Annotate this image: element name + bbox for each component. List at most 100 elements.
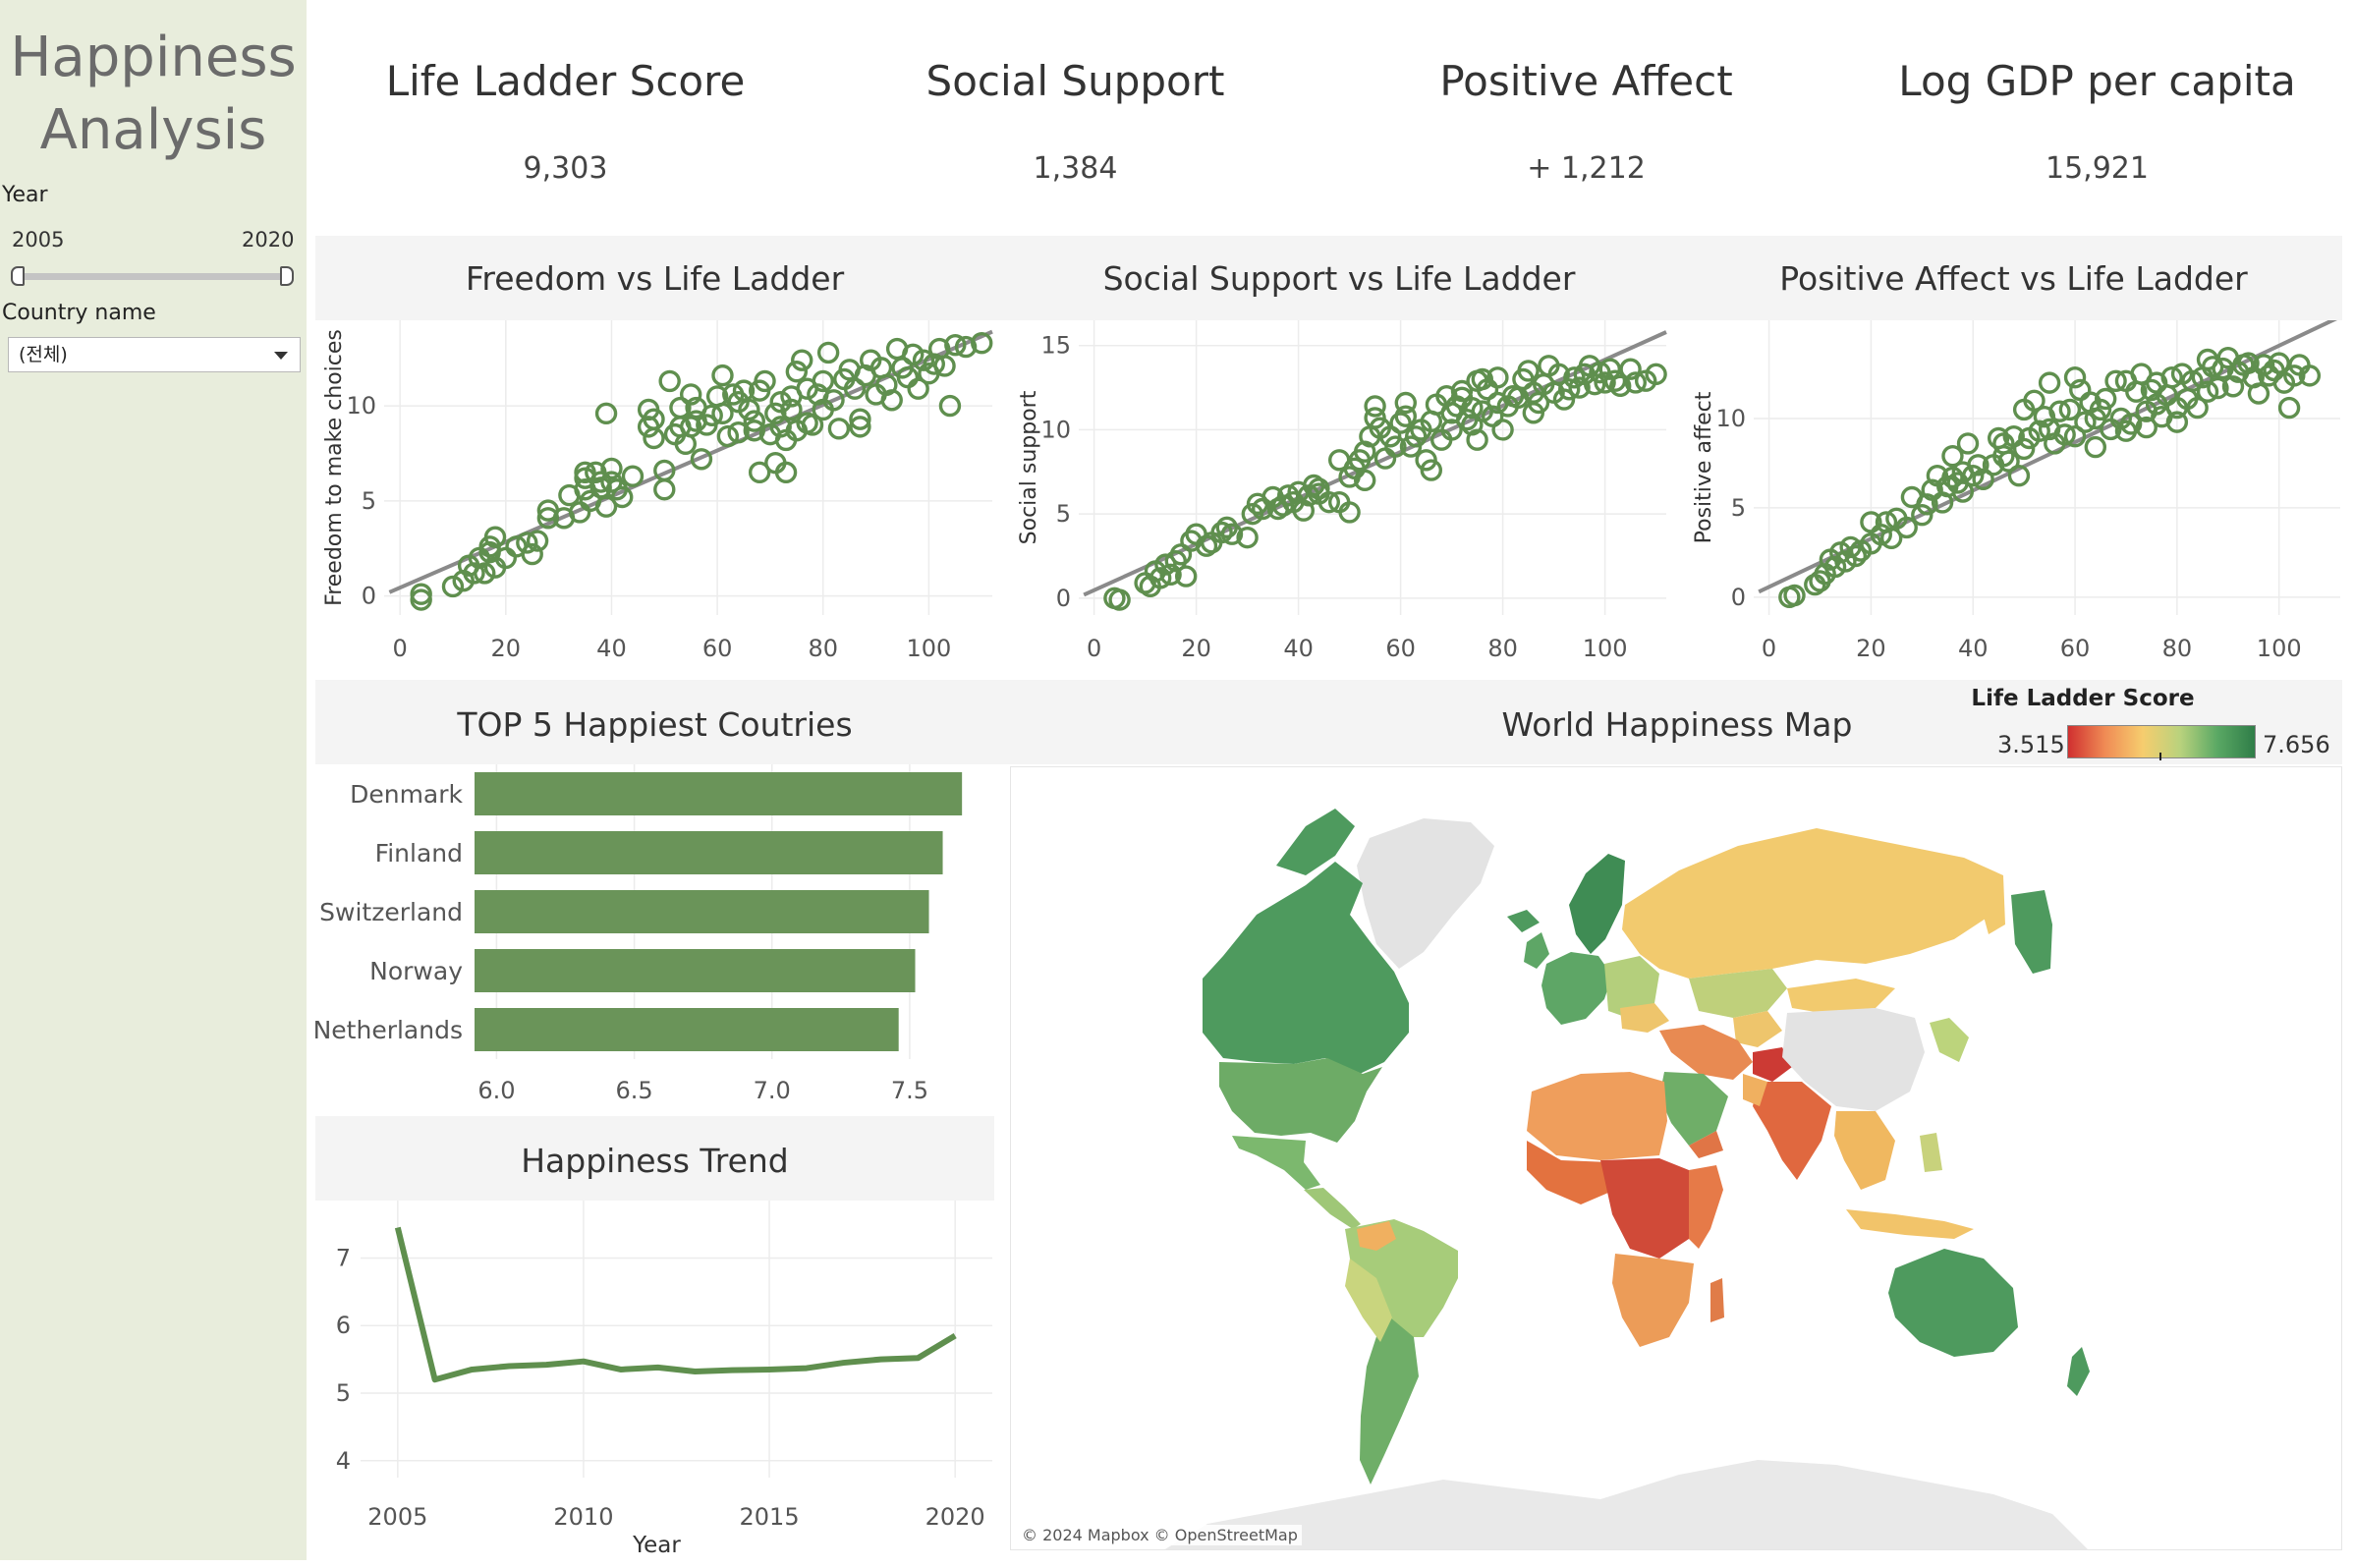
- scatter-point[interactable]: [2181, 369, 2204, 393]
- map-region-philippines[interactable]: [1920, 1133, 1942, 1172]
- map-region-indonesia[interactable]: [1846, 1209, 1974, 1239]
- scatter-point[interactable]: [938, 394, 962, 418]
- bar[interactable]: [475, 772, 963, 815]
- scatter-point[interactable]: [1354, 469, 1376, 492]
- scatter-point[interactable]: [594, 495, 618, 518]
- scatter-point[interactable]: [2277, 396, 2301, 420]
- map-region-new-zealand[interactable]: [2067, 1347, 2090, 1396]
- scatter-point[interactable]: [526, 530, 549, 552]
- map-region-canada-islands[interactable]: [1276, 809, 1355, 875]
- map-region-southern-africa[interactable]: [1612, 1254, 1694, 1347]
- scatter-point[interactable]: [2283, 364, 2306, 387]
- scatter-point[interactable]: [2095, 387, 2117, 411]
- map-region-alaska-east[interactable]: [2011, 890, 2052, 974]
- world-happiness-map[interactable]: [1010, 766, 2342, 1553]
- scatter-point[interactable]: [1317, 490, 1340, 514]
- scatter-point[interactable]: [1992, 444, 2015, 468]
- scatter-point[interactable]: [2089, 398, 2112, 421]
- map-region-arabia[interactable]: [1659, 1072, 1728, 1146]
- scatter-point[interactable]: [483, 526, 507, 548]
- scatter-point[interactable]: [2084, 435, 2107, 459]
- scatter-point[interactable]: [2012, 437, 2036, 461]
- scatter-point[interactable]: [1967, 454, 1990, 476]
- scatter-point[interactable]: [441, 575, 465, 598]
- year-range-slider[interactable]: [17, 273, 292, 280]
- scatter-point[interactable]: [1941, 444, 1964, 468]
- map-region-russia[interactable]: [1622, 828, 2003, 979]
- scatter-point[interactable]: [738, 398, 760, 421]
- chevron-down-icon[interactable]: [274, 352, 288, 360]
- map-region-canada-alaska[interactable]: [1203, 862, 1409, 1074]
- scatter-point[interactable]: [1308, 477, 1330, 500]
- scatter-point[interactable]: [2007, 464, 2031, 487]
- scatter-point[interactable]: [2221, 375, 2245, 398]
- map-region-west-africa[interactable]: [1527, 1141, 1615, 1204]
- scatter-point[interactable]: [849, 416, 871, 438]
- scatter-point[interactable]: [827, 418, 851, 440]
- scatter-point[interactable]: [912, 349, 935, 371]
- scatter-point[interactable]: [621, 465, 645, 487]
- scatter-point[interactable]: [1364, 395, 1386, 418]
- scatter-point[interactable]: [1482, 405, 1504, 427]
- scatter-point[interactable]: [1972, 468, 1994, 491]
- country-select[interactable]: (전체): [8, 337, 301, 372]
- scatter-point[interactable]: [1997, 450, 2020, 473]
- scatter-point[interactable]: [1159, 563, 1182, 587]
- scatter-point[interactable]: [748, 461, 771, 484]
- scatter-point[interactable]: [1568, 376, 1591, 399]
- scatter-point[interactable]: [410, 583, 432, 605]
- scatter-point[interactable]: [971, 332, 993, 355]
- map-region-mongolia[interactable]: [1787, 979, 1895, 1013]
- scatter-point[interactable]: [690, 448, 713, 471]
- scatter-point[interactable]: [2237, 352, 2260, 374]
- scatter-point[interactable]: [1394, 391, 1417, 415]
- scatter-point[interactable]: [1870, 523, 1892, 546]
- scatter-point[interactable]: [594, 402, 618, 425]
- map-region-usa[interactable]: [1219, 1058, 1382, 1143]
- map-region-antarctica[interactable]: [1158, 1460, 2092, 1553]
- scatter-point[interactable]: [2247, 382, 2270, 405]
- scatter-point[interactable]: [1236, 526, 1259, 549]
- scatter-point[interactable]: [1384, 435, 1407, 458]
- scatter-point[interactable]: [679, 416, 702, 438]
- scatter-point[interactable]: [849, 408, 871, 430]
- scatter-point[interactable]: [711, 402, 734, 425]
- map-region-pakistan[interactable]: [1743, 1074, 1767, 1106]
- scatter-point[interactable]: [774, 461, 798, 484]
- scatter-point[interactable]: [1594, 371, 1616, 394]
- map-region-eastern-europe[interactable]: [1604, 956, 1659, 1018]
- scatter-point[interactable]: [1603, 369, 1627, 392]
- scatter-point[interactable]: [1609, 374, 1632, 398]
- bar[interactable]: [475, 949, 916, 992]
- scatter-point[interactable]: [1394, 405, 1417, 427]
- scatter-point[interactable]: [1486, 366, 1509, 389]
- scatter-point[interactable]: [2063, 365, 2087, 389]
- bar[interactable]: [475, 831, 943, 874]
- scatter-point[interactable]: [1461, 396, 1484, 420]
- scatter-point[interactable]: [711, 364, 734, 387]
- scatter-point[interactable]: [902, 343, 925, 366]
- scatter-point[interactable]: [2160, 365, 2183, 389]
- scatter-point[interactable]: [521, 542, 543, 566]
- year-slider-start-handle[interactable]: [11, 266, 25, 286]
- scatter-point[interactable]: [643, 426, 665, 450]
- scatter-point[interactable]: [679, 383, 702, 406]
- scatter-point[interactable]: [764, 402, 787, 425]
- scatter-point[interactable]: [1169, 543, 1193, 566]
- scatter-point[interactable]: [743, 410, 765, 432]
- scatter-point[interactable]: [2207, 376, 2229, 400]
- scatter-point[interactable]: [1547, 363, 1570, 386]
- map-region-australia[interactable]: [1888, 1249, 2018, 1357]
- scatter-point[interactable]: [2023, 389, 2046, 413]
- scatter-point[interactable]: [574, 461, 596, 484]
- scatter-point[interactable]: [2165, 411, 2189, 433]
- map-region-madagascar[interactable]: [1710, 1278, 1724, 1322]
- scatter-point[interactable]: [653, 478, 676, 501]
- map-region-kazakhstan[interactable]: [1689, 969, 1787, 1018]
- scatter-point[interactable]: [780, 398, 803, 421]
- map-region-central-africa[interactable]: [1600, 1158, 1704, 1259]
- scatter-point[interactable]: [2074, 411, 2097, 433]
- scatter-point[interactable]: [1645, 363, 1667, 386]
- scatter-point[interactable]: [1558, 378, 1581, 401]
- bar[interactable]: [475, 1008, 899, 1051]
